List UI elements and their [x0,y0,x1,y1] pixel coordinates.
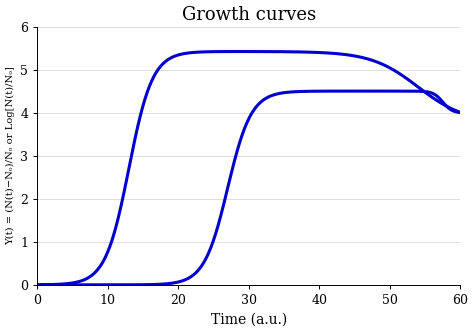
X-axis label: Time (a.u.): Time (a.u.) [211,312,287,326]
Y-axis label: Y(t) = (N(t)−Nₒ)/Nₒ or Log[N(t)/Nₒ]: Y(t) = (N(t)−Nₒ)/Nₒ or Log[N(t)/Nₒ] [6,66,15,245]
Title: Growth curves: Growth curves [182,6,316,24]
